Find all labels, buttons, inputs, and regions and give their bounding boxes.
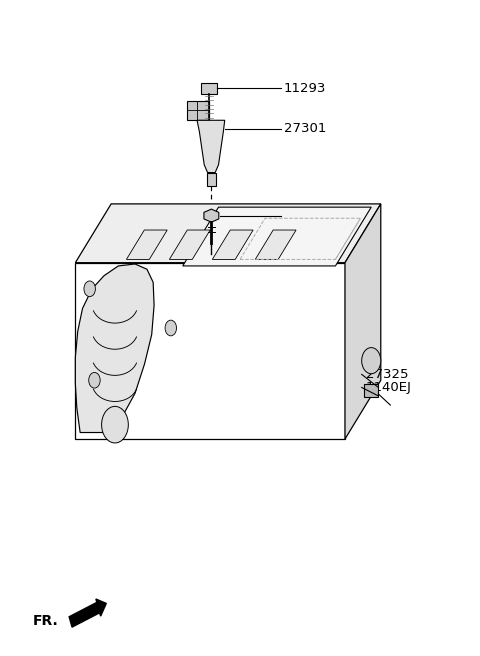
Circle shape: [89, 373, 100, 388]
Polygon shape: [345, 204, 381, 439]
Polygon shape: [75, 262, 345, 439]
Polygon shape: [75, 264, 154, 432]
Polygon shape: [204, 209, 219, 222]
Polygon shape: [183, 207, 371, 266]
Text: 1140EJ: 1140EJ: [365, 381, 411, 394]
FancyArrow shape: [69, 599, 106, 627]
Polygon shape: [364, 384, 378, 398]
Polygon shape: [212, 230, 253, 259]
Text: 10930A: 10930A: [284, 209, 335, 222]
Polygon shape: [126, 230, 167, 259]
Circle shape: [165, 320, 177, 336]
Polygon shape: [255, 230, 296, 259]
Circle shape: [102, 406, 128, 443]
Polygon shape: [75, 204, 381, 262]
Polygon shape: [206, 173, 216, 186]
Circle shape: [362, 348, 381, 374]
Text: 27325: 27325: [365, 368, 408, 381]
Circle shape: [84, 281, 96, 297]
Text: 27301: 27301: [284, 122, 326, 135]
Text: 11293: 11293: [284, 82, 326, 94]
Polygon shape: [187, 100, 209, 120]
Polygon shape: [169, 230, 210, 259]
Polygon shape: [197, 120, 225, 173]
Text: FR.: FR.: [33, 613, 58, 628]
Polygon shape: [201, 83, 217, 94]
